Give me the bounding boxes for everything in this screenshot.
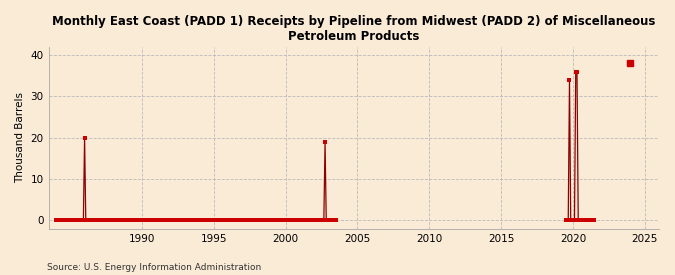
Text: Source: U.S. Energy Information Administration: Source: U.S. Energy Information Administ… [47, 263, 261, 272]
Y-axis label: Thousand Barrels: Thousand Barrels [15, 92, 25, 183]
Title: Monthly East Coast (PADD 1) Receipts by Pipeline from Midwest (PADD 2) of Miscel: Monthly East Coast (PADD 1) Receipts by … [52, 15, 655, 43]
